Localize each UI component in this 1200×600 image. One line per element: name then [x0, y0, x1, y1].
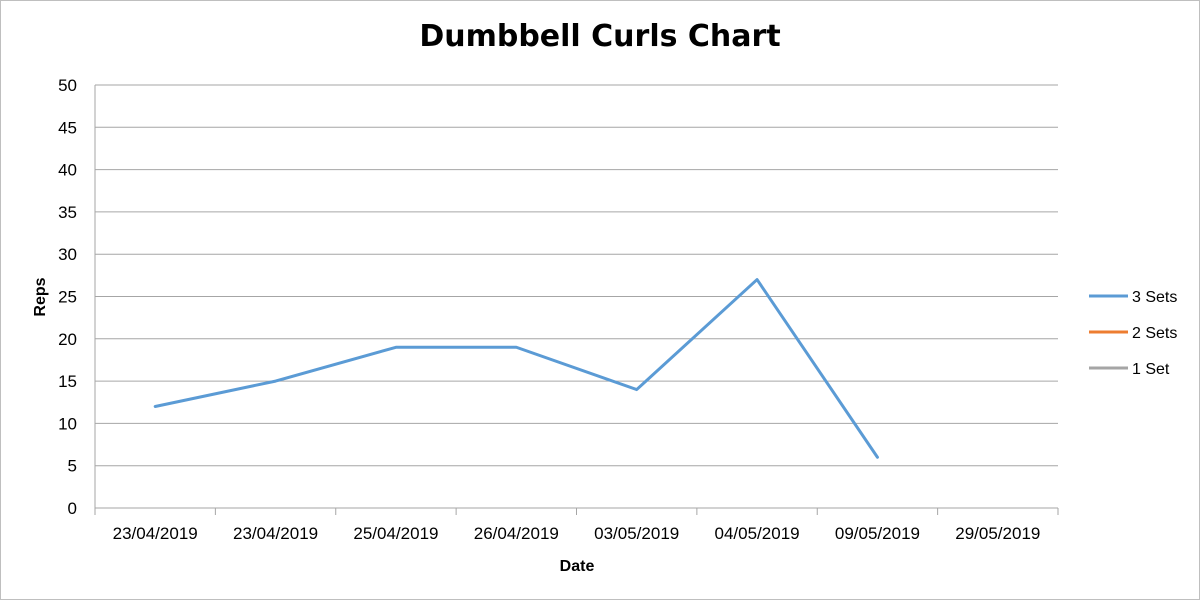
y-tick-label: 45: [58, 118, 77, 137]
y-axis-ticks: 0 5 10 15 20 25 30 35 40 45 50: [58, 76, 77, 518]
x-tick-label: 03/05/2019: [594, 524, 679, 543]
x-tick-label: 25/04/2019: [353, 524, 438, 543]
legend-label: 2 Sets: [1132, 325, 1177, 342]
x-tick-label: 26/04/2019: [474, 524, 559, 543]
x-axis-ticks: 23/04/2019 23/04/2019 25/04/2019 26/04/2019…: [113, 524, 1041, 543]
gridlines: [95, 84, 1058, 467]
legend-label: 1 Set: [1132, 361, 1170, 378]
x-tick-label: 04/05/2019: [715, 524, 800, 543]
legend-label: 3 Sets: [1132, 289, 1177, 306]
y-tick-label: 20: [58, 330, 77, 349]
chart-title: Dumbbell Curls Chart: [419, 19, 781, 54]
x-tick-label: 23/04/2019: [233, 524, 318, 543]
y-tick-label: 40: [58, 161, 77, 180]
y-tick-label: 5: [68, 457, 77, 476]
y-axis-title: Reps: [32, 277, 49, 316]
y-tick-label: 0: [68, 499, 77, 518]
y-tick-label: 30: [58, 245, 77, 264]
x-axis-title: Date: [560, 558, 595, 575]
y-tick-label: 50: [58, 76, 77, 95]
series-line-0: [153, 278, 879, 459]
series-lines: [153, 278, 879, 459]
x-tick-label: 29/05/2019: [955, 524, 1040, 543]
x-axis: [94, 85, 1059, 515]
y-tick-label: 15: [58, 372, 77, 391]
y-tick-label: 25: [58, 288, 77, 307]
x-tick-label: 09/05/2019: [835, 524, 920, 543]
y-tick-label: 35: [58, 203, 77, 222]
x-tick-label: 23/04/2019: [113, 524, 198, 543]
legend: 3 Sets 2 Sets 1 Set: [1089, 289, 1177, 378]
y-tick-label: 10: [58, 414, 77, 433]
